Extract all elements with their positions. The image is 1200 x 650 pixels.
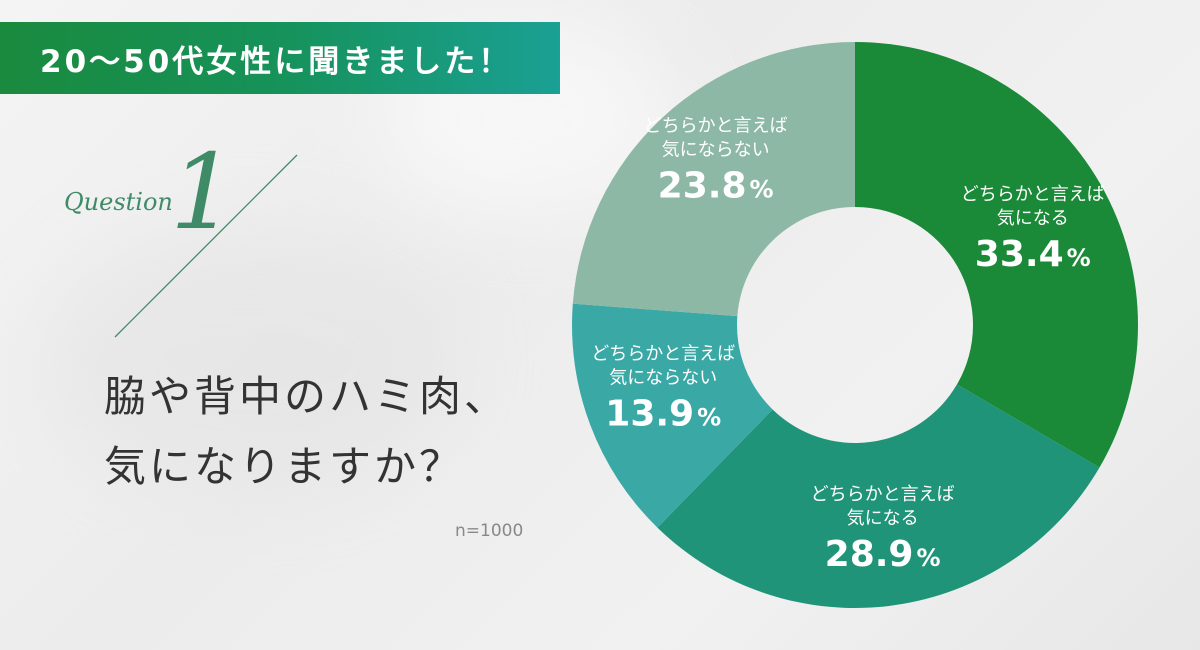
- donut-slice-2: [657, 384, 1100, 609]
- question-label: Question: [64, 188, 173, 216]
- slice-value-label: 33.4%: [975, 234, 1091, 275]
- slice-label-line1: どちらかと言えば: [811, 484, 955, 505]
- slice-label-line2: 気にならない: [662, 140, 770, 161]
- question-text-line2: 気になりますか？: [104, 442, 465, 491]
- question-text-line1: 脇や背中のハミ肉、: [104, 372, 510, 421]
- slice-label-line1: どちらかと言えば: [644, 116, 788, 137]
- slice-value-label: 23.8%: [658, 166, 774, 207]
- header-title: 20〜50代女性に聞きました！: [40, 43, 513, 80]
- slice-value-label: 28.9%: [825, 534, 941, 575]
- background-shade: [40, 230, 460, 490]
- donut-slice-4: [572, 42, 855, 317]
- donut-slice-1: [855, 42, 1138, 468]
- slice-label-line2: 気にならない: [609, 367, 717, 388]
- slice-value-label: 13.9%: [605, 393, 721, 434]
- slice-label-line2: 気になる: [997, 208, 1069, 229]
- question-text: 脇や背中のハミ肉、 気になりますか？: [104, 362, 524, 502]
- donut-slice-3: [571, 303, 773, 528]
- slice-label-line2: 気になる: [847, 508, 919, 529]
- sample-size: n=1000: [455, 521, 524, 541]
- slice-label-line1: どちらかと言えば: [961, 184, 1105, 205]
- slice-label-line1: どちらかと言えば: [591, 343, 735, 364]
- question-number: 1: [170, 131, 237, 253]
- header-banner: 20〜50代女性に聞きました！: [0, 22, 560, 94]
- slash-line: [114, 154, 298, 338]
